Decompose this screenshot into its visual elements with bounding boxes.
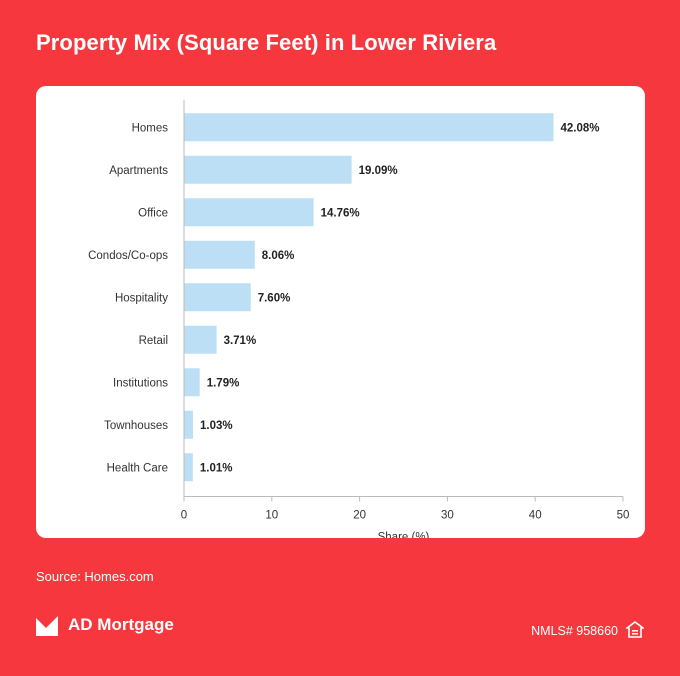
x-axis-title: Share (%) xyxy=(378,532,430,539)
category-label: Institutions xyxy=(113,377,168,389)
category-label: Homes xyxy=(132,122,169,134)
category-label: Condos/Co-ops xyxy=(88,250,168,262)
brand-name: AD Mortgage xyxy=(68,615,174,634)
x-tick-label: 50 xyxy=(617,510,630,522)
category-label: Office xyxy=(138,207,168,219)
data-label: 1.01% xyxy=(200,462,233,474)
bar xyxy=(184,283,251,312)
source-note: Source: Homes.com xyxy=(36,569,154,584)
category-label: Townhouses xyxy=(104,420,168,432)
x-tick-label: 10 xyxy=(265,510,278,522)
bar xyxy=(184,155,352,184)
x-tick-label: 40 xyxy=(529,510,542,522)
x-tick-label: 30 xyxy=(441,510,454,522)
chart-title: Property Mix (Square Feet) in Lower Rivi… xyxy=(36,30,497,55)
bar xyxy=(184,325,217,354)
bar-chart: Homes 42.08% Apartments 19.09% Office 14.76% C… xyxy=(88,100,630,539)
x-tick-label: 0 xyxy=(181,510,187,522)
category-label: Apartments xyxy=(109,165,168,177)
data-label: 1.79% xyxy=(207,377,240,389)
chart-card: Homes 42.08% Apartments 19.09% Office 14.76% C… xyxy=(36,86,645,538)
category-label: Retail xyxy=(139,335,168,347)
data-label: 8.06% xyxy=(262,250,295,262)
data-label: 7.60% xyxy=(258,292,291,304)
bar xyxy=(184,410,194,439)
equal-housing-icon xyxy=(626,621,644,638)
bar xyxy=(184,113,554,142)
bar xyxy=(184,198,314,227)
nmls-number: NMLS# 958660 xyxy=(531,624,618,638)
bar xyxy=(184,240,255,269)
data-label: 3.71% xyxy=(224,335,257,347)
data-label: 1.03% xyxy=(200,420,233,432)
data-label: 19.09% xyxy=(359,165,398,177)
category-label: Health Care xyxy=(107,462,168,474)
data-label: 14.76% xyxy=(321,207,360,219)
category-label: Hospitality xyxy=(115,292,168,304)
bar xyxy=(184,368,200,397)
bar xyxy=(184,453,193,482)
x-tick-label: 20 xyxy=(353,510,366,522)
ad-mortgage-logo-icon xyxy=(36,616,58,636)
data-label: 42.08% xyxy=(560,122,599,134)
brand: AD Mortgage xyxy=(36,614,174,636)
